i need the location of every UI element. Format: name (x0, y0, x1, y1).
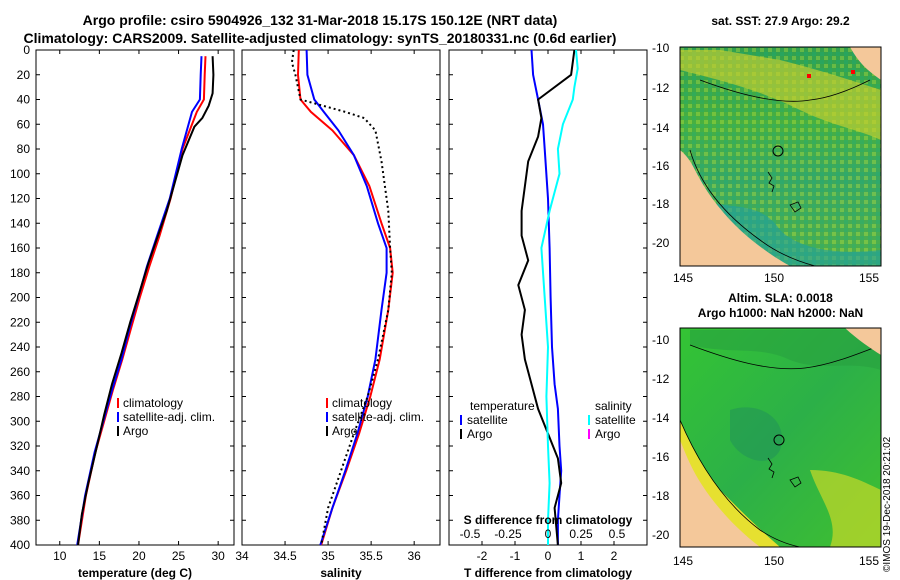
sst-ytick: -12 (652, 81, 670, 95)
y-tick-label: 340 (10, 464, 30, 478)
y-tick-label: 320 (10, 439, 30, 453)
x-tick-label: 36 (407, 549, 421, 563)
x-tick-label: 0 (545, 549, 552, 563)
figure-title-line2: Climatology: CARS2009. Satellite-adjuste… (23, 30, 617, 46)
sla-map-title: Altim. SLA: 0.0018 (728, 291, 833, 305)
s-tick-label: 0.25 (569, 527, 593, 541)
sst-map (679, 46, 882, 267)
x-tick-label: 20 (132, 549, 146, 563)
y-tick-label: 80 (17, 142, 31, 156)
sst-ytick: -20 (652, 236, 670, 250)
series-line-argo (77, 56, 215, 546)
y-tick-label: 280 (10, 390, 30, 404)
legend-label: Argo (595, 427, 621, 441)
sla-ytick: -16 (652, 450, 670, 464)
sla-ytick: -12 (652, 372, 670, 386)
y-tick-label: 400 (10, 538, 30, 552)
legend-label: satellite-adj. clim. (123, 410, 215, 424)
sla-ytick: -18 (652, 489, 670, 503)
x-tick-label: 34.5 (273, 549, 297, 563)
legend-title-temperature: temperature (470, 399, 535, 413)
sla-xtick: 145 (673, 554, 694, 568)
sla-ytick: -14 (652, 411, 670, 425)
x-tick-label: 1 (578, 549, 585, 563)
legend-title-salinity: salinity (595, 399, 632, 413)
sst-xtick: 150 (764, 271, 785, 285)
y-tick-label: 360 (10, 489, 30, 503)
series-line-temperature-argo (517, 49, 576, 546)
x-tick-label: -2 (477, 549, 488, 563)
s-tick-label: -0.5 (460, 527, 481, 541)
y-tick-label: 240 (10, 340, 30, 354)
s-tick-label: -0.25 (494, 527, 522, 541)
legend-label: Argo (467, 427, 493, 441)
legend-label: Argo (123, 424, 149, 438)
sst-ytick: -18 (652, 197, 670, 211)
y-tick-label: 0 (23, 43, 30, 57)
s-tick-label: 0.5 (609, 527, 626, 541)
sst-ytick: -10 (652, 41, 670, 55)
x-tick-label: 35.5 (359, 549, 383, 563)
y-tick-label: 260 (10, 365, 30, 379)
legend-label: climatology (123, 396, 183, 410)
y-tick-label: 220 (10, 315, 30, 329)
panel-frame-difference (448, 49, 648, 546)
panel-frame-salinity (241, 49, 441, 546)
y-tick-label: 180 (10, 266, 30, 280)
timestamp-stamp: ©IMOS 19-Dec-2018 20:21:02 (882, 436, 893, 572)
x-tick-label: 30 (211, 549, 225, 563)
legend-label: satellite (595, 413, 636, 427)
x-tick-label: 35 (321, 549, 335, 563)
y-tick-label: 140 (10, 216, 30, 230)
y-tick-label: 60 (17, 117, 31, 131)
x-tick-label: 15 (93, 549, 107, 563)
x-tick-label: 34 (235, 549, 249, 563)
y-tick-label: 300 (10, 414, 30, 428)
sla-map-subtitle: Argo h1000: NaN h2000: NaN (697, 306, 864, 320)
y-tick-label: 100 (10, 167, 30, 181)
sla-ytick: -10 (652, 333, 670, 347)
series-line-salinity-satellite (540, 49, 579, 545)
series-line-climatology (296, 49, 394, 546)
panel-frame-temperature (35, 49, 235, 546)
profile-panels: 10 15 20 25 30020406080100120140160180200220… (10, 43, 648, 580)
sst-xtick: 145 (673, 271, 694, 285)
y-tick-label: 120 (10, 192, 30, 206)
y-tick-label: 20 (17, 68, 31, 82)
y-tick-label: 160 (10, 241, 30, 255)
legend-label: climatology (332, 396, 392, 410)
x-axis-label: salinity (320, 566, 362, 580)
sla-xtick: 150 (764, 554, 785, 568)
y-tick-label: 40 (17, 93, 31, 107)
sla-xtick: 155 (859, 554, 880, 568)
legend-label: satellite (467, 413, 508, 427)
x-tick-label: 2 (611, 549, 618, 563)
sst-ytick: -16 (652, 159, 670, 173)
x-tick-label: -1 (510, 549, 521, 563)
sst-argo-marker (772, 145, 784, 157)
sst-xtick: 155 (859, 271, 880, 285)
x-axis-label: T difference from climatology (464, 566, 632, 580)
sla-ytick: -20 (652, 528, 670, 542)
series-line-satellite-adj-clim- (305, 49, 388, 546)
y-tick-label: 380 (10, 513, 30, 527)
s-axis-label: S difference from climatology (464, 513, 633, 527)
s-tick-label: 0 (545, 527, 552, 541)
sst-coastline-land (680, 150, 790, 266)
y-tick-label: 200 (10, 291, 30, 305)
figure-title-line1: Argo profile: csiro 5904926_132 31-Mar-2… (82, 12, 558, 28)
sst-map-title: sat. SST: 27.9 Argo: 29.2 (711, 14, 850, 28)
sla-map (679, 327, 882, 548)
sst-ytick: -14 (652, 121, 670, 135)
legend-label: Argo (332, 424, 358, 438)
x-tick-label: 25 (172, 549, 186, 563)
legend-label: satellite-adj. clim. (332, 410, 424, 424)
x-axis-label: temperature (deg C) (78, 566, 192, 580)
x-tick-label: 10 (53, 549, 67, 563)
sla-argo-marker (773, 434, 785, 446)
series-line-argo (290, 49, 393, 546)
